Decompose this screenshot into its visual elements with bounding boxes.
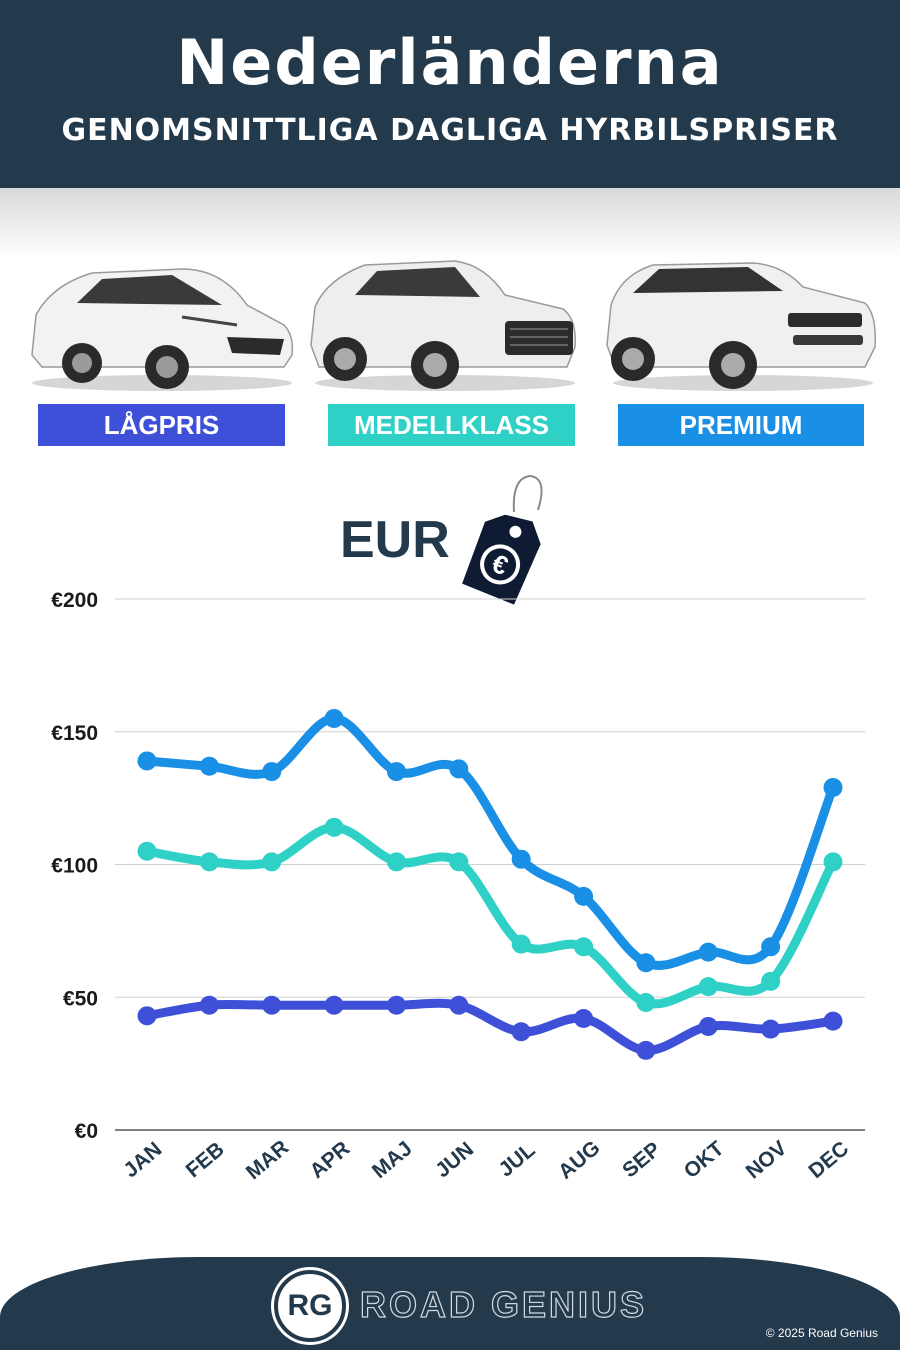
data-point [199, 852, 219, 872]
data-point [698, 977, 718, 997]
y-tick-label: €100 [51, 855, 98, 878]
data-point [324, 995, 344, 1015]
data-point [262, 852, 282, 872]
x-tick-label: OKT [680, 1137, 729, 1183]
x-tick-label: SEP [618, 1138, 665, 1183]
data-point [449, 852, 469, 872]
data-point [636, 993, 656, 1013]
category-label-medellklass: MEDELLKLASS [328, 404, 575, 446]
data-point [636, 1040, 656, 1060]
data-point [199, 756, 219, 776]
brand-name: ROAD GENIUS [359, 1283, 648, 1325]
data-point [574, 937, 594, 957]
x-tick-label: MAJ [368, 1137, 417, 1183]
data-point [262, 762, 282, 782]
currency-label: EUR [340, 511, 450, 569]
data-point [199, 995, 219, 1015]
road-genius-logo-icon: RG [274, 1270, 346, 1342]
data-point [449, 759, 469, 779]
data-point [698, 942, 718, 962]
series-line [142, 998, 838, 1055]
page-title: Nederländerna [176, 26, 724, 99]
x-tick-label: MAR [242, 1136, 293, 1184]
page-subtitle: GENOMSNITTLIGA DAGLIGA HYRBILSPRISER [61, 113, 839, 148]
data-point [761, 1019, 781, 1039]
series-line [142, 713, 838, 970]
data-point [137, 751, 157, 771]
data-point [511, 849, 531, 869]
data-point [324, 708, 344, 728]
data-point [823, 852, 843, 872]
data-point [262, 995, 282, 1015]
data-point [761, 971, 781, 991]
data-point [449, 995, 469, 1015]
midsize-suv-image [305, 255, 580, 395]
economy-car-image [22, 255, 297, 395]
series-line [142, 822, 838, 1009]
data-point [761, 937, 781, 957]
data-point [823, 778, 843, 798]
x-tick-label: DEC [804, 1137, 853, 1183]
data-point [386, 852, 406, 872]
data-point [386, 762, 406, 782]
price-line-chart: €0 €50 €100 €150 €200 JAN FEB MAR APR MAJ JUN JUL AU… [51, 589, 865, 1184]
data-point [511, 934, 531, 954]
price-tag-euro-icon: € [462, 474, 543, 605]
y-tick-label: €0 [75, 1120, 98, 1143]
y-tick-label: €50 [63, 987, 98, 1010]
data-point [386, 995, 406, 1015]
x-tick-label: FEB [182, 1138, 229, 1183]
y-tick-label: €200 [51, 589, 98, 612]
x-tick-label: AUG [554, 1136, 605, 1184]
category-label-lagpris: LÅGPRIS [38, 404, 285, 446]
x-tick-label: NOV [742, 1137, 792, 1184]
x-tick-label: APR [306, 1137, 355, 1183]
data-point [137, 1006, 157, 1026]
data-point [823, 1011, 843, 1031]
logo-initials: RG [287, 1289, 333, 1322]
data-point [698, 1016, 718, 1036]
copyright-text: © 2025 Road Genius [765, 1326, 878, 1340]
data-point [574, 886, 594, 906]
data-point [574, 1008, 594, 1028]
data-point [636, 953, 656, 973]
data-point [137, 841, 157, 861]
y-tick-label: €150 [51, 722, 98, 745]
category-label-premium: PREMIUM [618, 404, 864, 446]
premium-suv-image [603, 255, 878, 395]
footer-banner [0, 1257, 900, 1350]
x-tick-label: JAN [119, 1138, 166, 1183]
data-point [511, 1022, 531, 1042]
header-shadow [0, 188, 900, 258]
x-tick-label: JUN [431, 1138, 478, 1183]
header-banner: Nederländerna GENOMSNITTLIGA DAGLIGA HYR… [0, 0, 900, 188]
x-tick-label: JUL [494, 1138, 539, 1181]
data-point [324, 817, 344, 837]
